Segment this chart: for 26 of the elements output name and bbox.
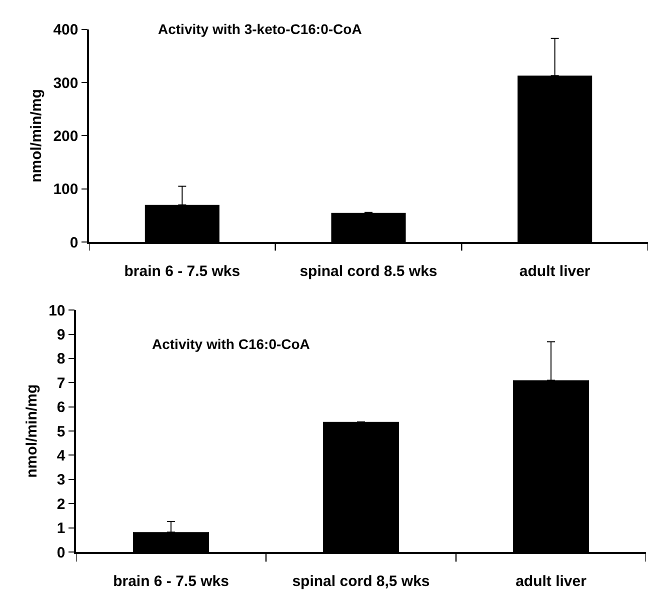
y-tick-label: 400 <box>53 22 78 39</box>
y-tick-label: 4 <box>56 447 66 464</box>
y-axis-title: nmol/min/mg <box>28 89 45 182</box>
y-tick-label: 2 <box>56 496 66 513</box>
y-tick-label: 7 <box>56 374 66 392</box>
y-tick-label: 100 <box>53 181 78 198</box>
y-tick-label: 1 <box>56 520 66 538</box>
x-tick-label: brain 6 - 7.5 wks <box>113 572 229 590</box>
y-tick-label: 5 <box>56 423 66 440</box>
x-tick-label: adult liver <box>519 262 590 280</box>
y-tick-label: 8 <box>56 350 66 368</box>
y-tick-label: 3 <box>56 472 66 489</box>
text: Activity with C16:0-CoA <box>152 336 310 352</box>
x-tick-label: spinal cord 8.5 wks <box>300 262 438 280</box>
x-tick-label: spinal cord 8,5 wks <box>292 572 430 590</box>
y-tick-label: 9 <box>56 326 66 344</box>
y-tick-label: 0 <box>70 234 78 252</box>
y-tick-label: 300 <box>53 74 78 92</box>
y-tick-label: 10 <box>48 302 66 320</box>
y-tick-label: 200 <box>53 128 78 145</box>
chart-title: Activity with 3-keto-C16:0-CoA <box>158 21 362 37</box>
x-tick-label: brain 6 - 7.5 wks <box>124 262 240 280</box>
y-tick-label: 6 <box>56 399 66 416</box>
x-tick-label: adult liver <box>516 572 587 590</box>
y-tick-label: 0 <box>56 544 66 562</box>
y-axis-title: nmol/min/mg <box>23 384 40 478</box>
